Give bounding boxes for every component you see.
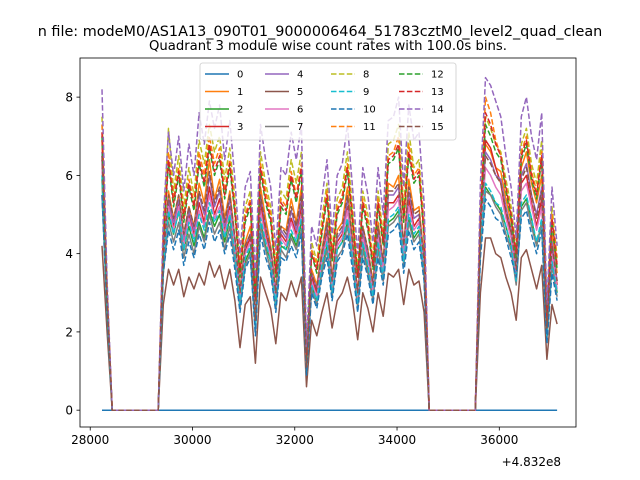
legend-label-13: 13 xyxy=(431,87,444,98)
legend-label-9: 9 xyxy=(363,87,369,98)
y-tick-label: 6 xyxy=(65,169,73,183)
series-line-13 xyxy=(101,112,558,411)
legend-label-7: 7 xyxy=(297,122,303,133)
x-tick-label: 30000 xyxy=(173,433,211,447)
legend-label-14: 14 xyxy=(431,105,444,116)
legend-label-4: 4 xyxy=(297,70,303,81)
y-tick-label: 8 xyxy=(65,91,73,105)
legend-label-0: 0 xyxy=(237,70,243,81)
legend-label-5: 5 xyxy=(297,87,303,98)
legend-label-1: 1 xyxy=(237,87,243,98)
legend-label-10: 10 xyxy=(363,105,376,116)
figure-suptitle: n file: modeM0/AS1A13_090T01_9000006464_… xyxy=(38,24,603,40)
x-tick-label: 36000 xyxy=(480,433,518,447)
plot-frame xyxy=(79,57,577,428)
series-line-5 xyxy=(101,237,558,411)
x-axis-offset-label: +4.832e8 xyxy=(502,455,561,469)
y-tick-label: 0 xyxy=(65,404,73,418)
legend-box xyxy=(199,62,457,141)
y-tick-label: 4 xyxy=(65,247,73,261)
legend-label-11: 11 xyxy=(363,122,376,133)
series-line-9 xyxy=(101,175,558,411)
x-axis: 28000 30000 32000 34000 36000 xyxy=(71,427,518,447)
legend-label-12: 12 xyxy=(431,70,444,81)
legend-label-8: 8 xyxy=(363,70,369,81)
legend-label-2: 2 xyxy=(237,105,243,116)
x-tick-label: 28000 xyxy=(71,433,109,447)
x-tick-label: 32000 xyxy=(276,433,314,447)
legend-label-3: 3 xyxy=(237,122,243,133)
legend-label-6: 6 xyxy=(297,105,303,116)
series-line-10 xyxy=(101,194,558,411)
legend-label-15: 15 xyxy=(431,122,444,133)
y-tick-label: 2 xyxy=(65,325,73,339)
x-tick-label: 34000 xyxy=(378,433,416,447)
y-axis: 0 2 4 6 8 xyxy=(65,91,80,418)
chart-title: Quadrant 3 module wise count rates with … xyxy=(149,39,507,54)
series-line-15 xyxy=(101,155,558,411)
plot-area xyxy=(79,57,577,428)
